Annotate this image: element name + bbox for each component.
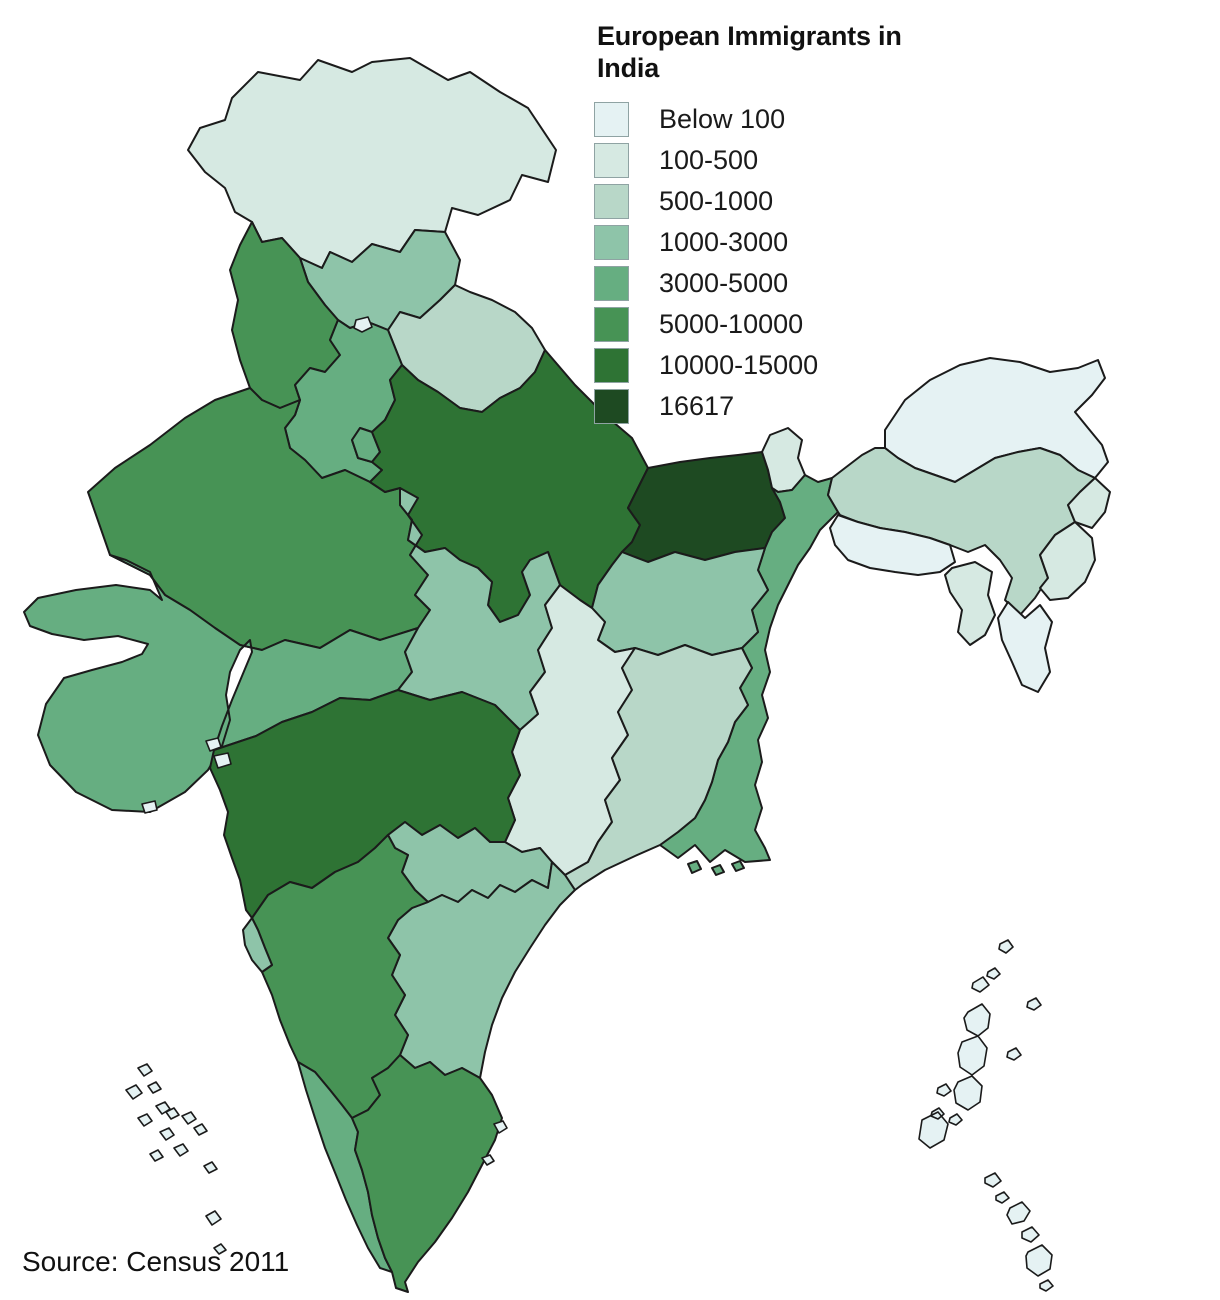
state-odisha — [564, 644, 753, 891]
state-west-bengal — [659, 474, 839, 876]
legend-swatch — [594, 389, 629, 424]
state-diu — [141, 800, 158, 814]
legend-swatch — [594, 225, 629, 260]
legend-label: Below 100 — [659, 104, 786, 134]
source-note: Source: Census 2011 — [22, 1246, 290, 1277]
state-gujarat — [23, 554, 419, 813]
state-nagaland — [1067, 477, 1111, 529]
legend-swatch — [594, 307, 629, 342]
state-karnataka — [251, 834, 429, 1119]
state-andaman-nicobar — [918, 939, 1054, 1292]
state-manipur — [1039, 521, 1096, 601]
legend: Below 100 100-500 500-1000 1000-3000 3000-50… — [594, 99, 924, 427]
state-puducherry — [481, 1120, 508, 1166]
legend-label: 10000-15000 — [659, 350, 819, 380]
state-tamil-nadu — [351, 1054, 503, 1293]
state-lakshadweep — [125, 1063, 227, 1255]
legend-swatch — [594, 102, 629, 137]
legend-label: 100-500 — [659, 145, 759, 175]
legend-row-0: Below 100 — [594, 99, 924, 140]
legend-label: 16617 — [659, 391, 735, 421]
legend-swatch — [594, 348, 629, 383]
state-chandigarh — [353, 316, 373, 333]
state-jharkhand — [591, 547, 769, 656]
legend-swatch — [594, 184, 629, 219]
legend-row-4: 3000-5000 — [594, 263, 924, 304]
legend-row-3: 1000-3000 — [594, 222, 924, 263]
legend-row-7: 16617 — [594, 386, 924, 427]
state-dadra-nagar-haveli — [213, 752, 232, 769]
legend-label: 500-1000 — [659, 186, 774, 216]
state-jammu-kashmir — [187, 57, 557, 269]
legend-swatch — [594, 143, 629, 178]
state-daman — [205, 737, 222, 752]
state-tripura — [944, 561, 996, 646]
legend-label: 5000-10000 — [659, 309, 804, 339]
state-goa — [242, 917, 273, 973]
state-meghalaya — [829, 514, 956, 576]
legend-row-6: 10000-15000 — [594, 345, 924, 386]
legend-label: 1000-3000 — [659, 227, 789, 257]
map-title: European Immigrants in India — [597, 21, 902, 84]
legend-swatch — [594, 266, 629, 301]
legend-row-5: 5000-10000 — [594, 304, 924, 345]
state-assam — [827, 447, 1096, 616]
legend-label: 3000-5000 — [659, 268, 789, 298]
state-mizoram — [997, 601, 1053, 693]
legend-row-1: 100-500 — [594, 140, 924, 181]
legend-row-2: 500-1000 — [594, 181, 924, 222]
